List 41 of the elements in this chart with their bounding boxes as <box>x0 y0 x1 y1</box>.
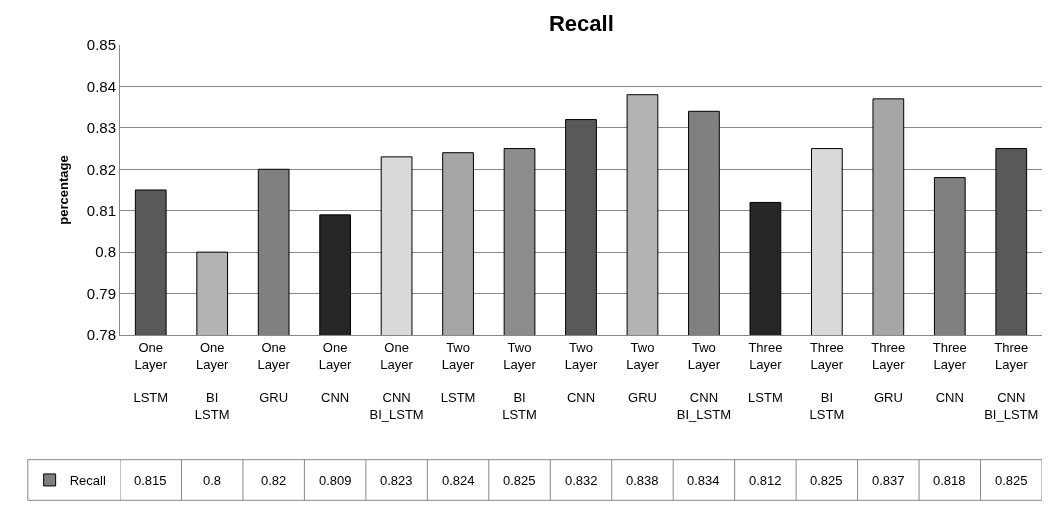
y-tick-label: 0.79 <box>86 284 116 302</box>
y-tick-label: 0.8 <box>95 243 116 261</box>
data-label: 0.823 <box>380 473 413 488</box>
y-tick-label: 0.85 <box>86 36 116 54</box>
data-label: 0.815 <box>134 473 167 488</box>
category-label: Three Layer CNN <box>932 339 967 406</box>
y-tick-label: 0.78 <box>86 326 116 344</box>
data-label: 0.825 <box>810 473 843 488</box>
category-label: Two Layer LSTM <box>440 339 476 406</box>
y-tick-label: 0.83 <box>86 119 116 137</box>
data-label: 0.818 <box>933 473 966 488</box>
data-label: 0.834 <box>687 473 720 488</box>
y-tick-label: 0.84 <box>86 77 116 95</box>
data-label: 0.82 <box>261 473 287 488</box>
category-label: Three Layer CNN BI_LSTM <box>984 339 1039 423</box>
data-label: 0.838 <box>626 473 659 488</box>
category-label: Two Layer CNN <box>564 339 598 406</box>
data-label: 0.8 <box>203 473 222 488</box>
y-tick-label: 0.81 <box>86 201 116 219</box>
legend-label: Recall <box>69 473 106 489</box>
category-label: Two Layer CNN BI_LSTM <box>676 339 732 423</box>
y-tick-label: 0.82 <box>86 160 116 178</box>
data-label: 0.825 <box>503 473 536 488</box>
data-label: 0.832 <box>565 473 598 488</box>
category-label: Three Layer GRU <box>871 339 906 406</box>
category-label: Two Layer GRU <box>626 339 659 406</box>
y-axis-title: percentage <box>55 155 71 225</box>
category-label: Three Layer LSTM <box>748 339 783 406</box>
data-label: 0.824 <box>442 473 475 488</box>
data-label: 0.809 <box>319 473 352 488</box>
category-label: One Layer BI LSTM <box>194 339 230 423</box>
category-label: Three Layer BI LSTM <box>809 339 845 423</box>
data-label: 0.812 <box>749 473 782 488</box>
category-label: Two Layer BI LSTM <box>502 339 537 423</box>
category-label: One Layer GRU <box>257 339 290 406</box>
data-label: 0.837 <box>872 473 905 488</box>
category-label: One Layer CNN BI_LSTM <box>369 339 424 423</box>
category-label: One Layer LSTM <box>133 339 169 406</box>
chart-title: Recall <box>548 10 614 36</box>
data-label: 0.825 <box>995 473 1028 488</box>
category-label: One Layer CNN <box>318 339 352 406</box>
